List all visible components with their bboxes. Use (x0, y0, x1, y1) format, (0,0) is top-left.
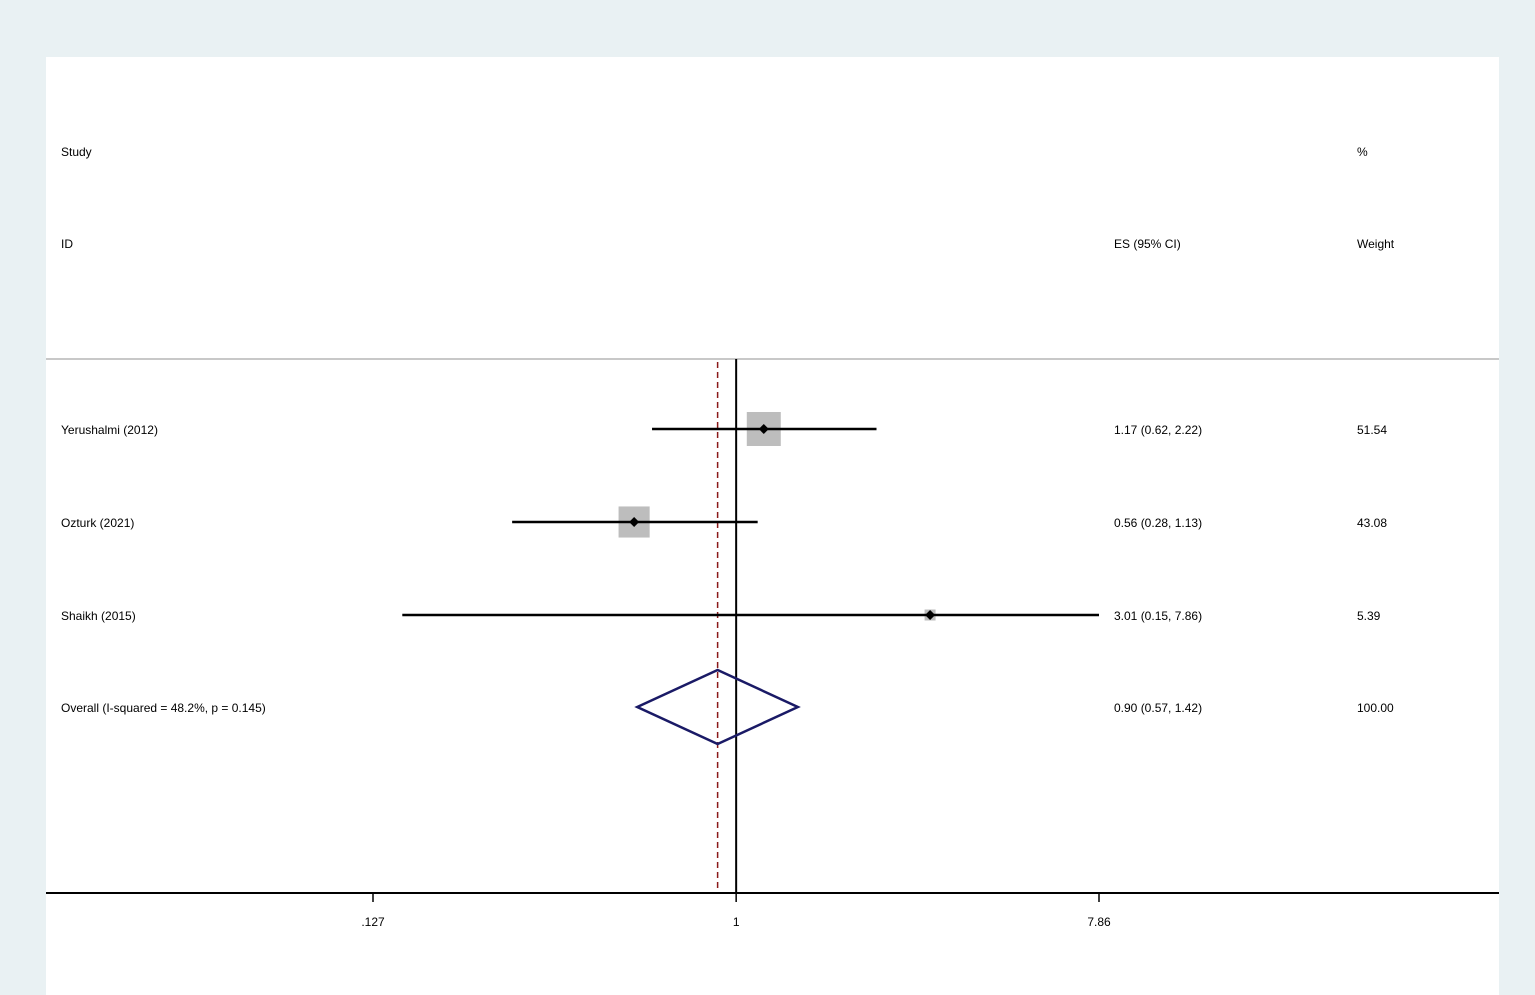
header-percent: % (1357, 145, 1368, 159)
header-study: Study (61, 145, 92, 159)
x-tick-label: 1 (733, 915, 740, 929)
overall-diamond (634, 668, 801, 746)
header-weight: Weight (1357, 237, 1395, 251)
effect-size-label: 1.17 (0.62, 2.22) (1114, 423, 1202, 437)
weight-label: 5.39 (1357, 609, 1381, 623)
effect-size-label: 3.01 (0.15, 7.86) (1114, 609, 1202, 623)
study-label: Shaikh (2015) (61, 609, 136, 623)
header-id: ID (61, 237, 73, 251)
x-axis-ticks: .127 1 7.86 (361, 893, 1111, 929)
point-estimate (925, 610, 936, 620)
overall-label: Overall (I-squared = 48.2%, p = 0.145) (61, 701, 266, 715)
effect-size-label: 0.56 (0.28, 1.13) (1114, 516, 1202, 530)
plot-region (46, 57, 1499, 995)
x-tick-label: .127 (361, 915, 385, 929)
x-tick-label: 7.86 (1087, 915, 1111, 929)
weight-label: 43.08 (1357, 516, 1387, 530)
header-es: ES (95% CI) (1114, 237, 1181, 251)
study-label: Yerushalmi (2012) (61, 423, 158, 437)
chart-marks: Yerushalmi (2012) 1.17 (0.62, 2.22) 51.54 O… (61, 359, 1394, 893)
weight-label: 51.54 (1357, 423, 1387, 437)
overall-effect-size-label: 0.90 (0.57, 1.42) (1114, 701, 1202, 715)
point-estimate (758, 424, 769, 434)
study-label: Ozturk (2021) (61, 516, 134, 530)
point-estimate (629, 517, 640, 527)
overall-weight-label: 100.00 (1357, 701, 1394, 715)
